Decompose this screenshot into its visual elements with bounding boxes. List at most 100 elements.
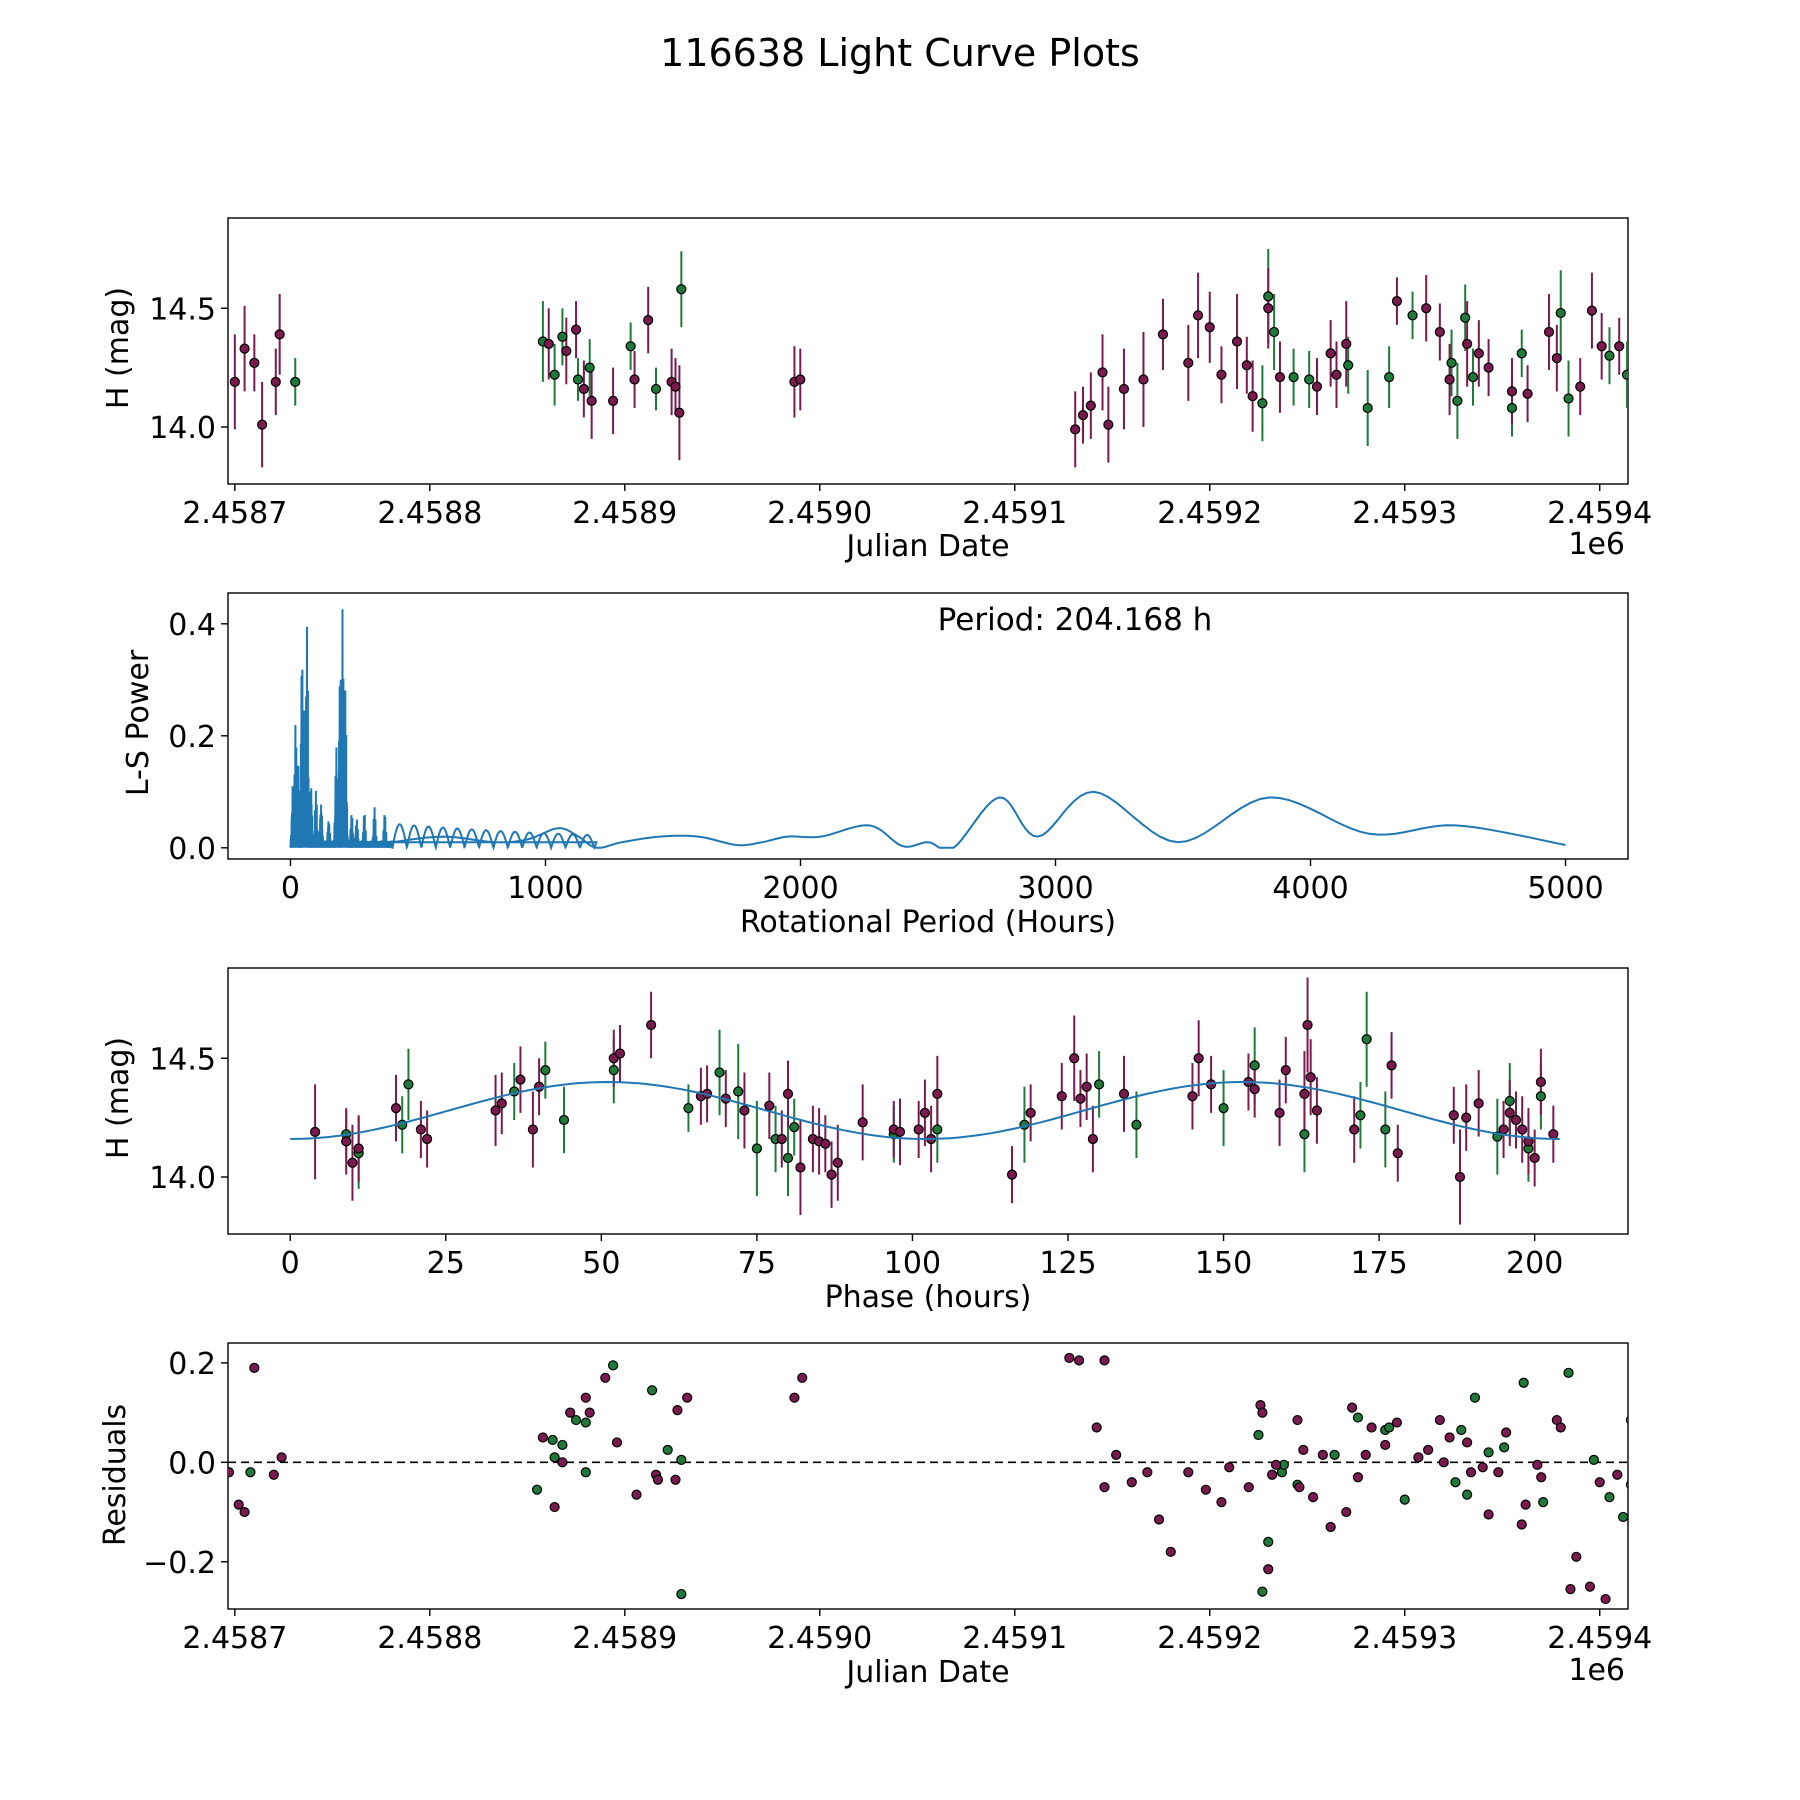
phase-point-filter-green — [782, 1152, 794, 1164]
lc-point-filter-purple — [1444, 374, 1455, 385]
resid-point-filter-purple — [1074, 1355, 1085, 1366]
lc-offset-text: 1e6 — [1568, 527, 1625, 562]
resid-point-filter-purple — [1165, 1546, 1176, 1557]
phase-point-filter-purple — [1299, 1088, 1310, 1099]
resid-point-filter-purple — [1292, 1414, 1303, 1426]
resid-point-filter-green — [1518, 1377, 1529, 1388]
lc-point-filter-green — [584, 362, 595, 373]
lc-point-filter-purple — [1434, 326, 1445, 338]
lc-point-filter-purple — [1097, 367, 1108, 378]
phase-point-filter-green — [1535, 1091, 1546, 1102]
lc-point-filter-green — [549, 369, 560, 380]
resid-xtick-label: 2.4589 — [572, 1621, 677, 1656]
phase-point-filter-purple — [1529, 1152, 1540, 1164]
resid-point-filter-purple — [1477, 1462, 1488, 1473]
resid-ytick-label: 0.0 — [168, 1446, 216, 1481]
phase-point-filter-purple — [1535, 1076, 1546, 1088]
resid-point-filter-green — [1263, 1536, 1274, 1547]
ls-xtick-label: 1000 — [507, 871, 583, 906]
resid-point-filter-green — [1483, 1447, 1494, 1458]
resid-point-filter-green — [531, 1484, 543, 1495]
phase-point-filter-purple — [1311, 1105, 1322, 1116]
resid-point-filter-green — [1384, 1422, 1395, 1433]
resid-point-filter-green — [676, 1454, 687, 1465]
resid-ytick-label: 0.2 — [168, 1347, 216, 1382]
lc-point-filter-green — [557, 331, 568, 342]
lc-point-filter-purple — [1654, 344, 1663, 353]
lc-point-filter-green — [1384, 372, 1395, 383]
resid-point-filter-purple — [276, 1452, 287, 1463]
phase-point-filter-purple — [932, 1088, 943, 1099]
resid-xtick-label: 2.4587 — [182, 1621, 287, 1656]
phase-panel: H (mag) Phase (hours) 0 25 50 75 100 125 150 17… — [101, 967, 1629, 1315]
resid-point-filter-purple — [1434, 1414, 1445, 1426]
phase-point-filter-green — [733, 1086, 744, 1097]
resid-point-filter-purple — [1216, 1497, 1227, 1508]
periodogram-panel: L-S Power Rotational Period (Hours) Peri… — [121, 592, 1629, 940]
lc-point-filter-green — [1269, 326, 1280, 338]
resid-point-filter-purple — [1267, 1469, 1278, 1480]
resid-point-filter-purple — [1391, 1417, 1403, 1428]
lc-point-filter-green — [1446, 357, 1457, 368]
lc-xtick-label: 2.4587 — [182, 496, 287, 531]
lc-point-filter-purple — [1697, 318, 1706, 327]
resid-point-filter-purple — [228, 1467, 235, 1478]
resid-point-filter-green — [580, 1467, 591, 1478]
phase-point-filter-purple — [422, 1133, 433, 1145]
resid-point-filter-purple — [1298, 1444, 1309, 1455]
lc-point-filter-green — [1516, 348, 1527, 359]
lc-point-filter-purple — [1660, 349, 1669, 358]
phase-point-filter-green — [1361, 1034, 1372, 1045]
phase-ylabel: H (mag) — [101, 1037, 136, 1159]
lc-xlabel: Julian Date — [844, 529, 1009, 564]
figure-title: 116638 Light Curve Plots — [660, 31, 1140, 75]
resid-point-filter-green — [1456, 1424, 1467, 1436]
resid-point-filter-purple — [1270, 1459, 1282, 1470]
light-curve-panel: H (mag) Julian Date 1e6 2.4587 2.4588 2.45… — [101, 217, 1741, 564]
lc-point-filter-purple — [229, 376, 240, 387]
resid-point-filter-purple — [1091, 1422, 1102, 1433]
resid-ylabel: Residuals — [98, 1404, 133, 1546]
phase-point-filter-purple — [1498, 1124, 1509, 1135]
phase-point-filter-purple — [776, 1133, 787, 1145]
resid-point-filter-purple — [1111, 1449, 1122, 1460]
resid-point-filter-green — [1538, 1497, 1549, 1508]
lc-point-filter-purple — [1732, 363, 1741, 372]
lc-point-filter-purple — [586, 395, 597, 406]
phase-point-filter-purple — [1075, 1093, 1086, 1104]
lc-point-filter-green — [625, 341, 636, 352]
phase-point-filter-green — [1249, 1060, 1260, 1071]
resid-point-filter-purple — [1064, 1352, 1075, 1364]
phase-xtick-label: 25 — [427, 1246, 465, 1281]
lc-point-filter-purple — [1311, 381, 1323, 392]
lc-point-filter-purple — [607, 395, 619, 406]
lc-ytick-label: 14.0 — [149, 411, 216, 446]
lc-point-filter-purple — [570, 324, 582, 335]
lc-point-filter-green — [1621, 369, 1628, 380]
resid-point-filter-purple — [1263, 1564, 1274, 1575]
resid-point-filter-purple — [1200, 1484, 1211, 1495]
resid-point-filter-purple — [1600, 1593, 1611, 1605]
lc-point-filter-purple — [1118, 383, 1130, 395]
lc-xtick-label: 2.4594 — [1547, 496, 1652, 531]
lc-point-filter-green — [572, 374, 584, 385]
resid-point-filter-green — [557, 1439, 568, 1451]
lc-point-filter-purple — [1718, 347, 1727, 356]
lc-point-filter-green — [1555, 307, 1566, 319]
ls-xtick-label: 5000 — [1527, 871, 1603, 906]
lc-xtick-label: 2.4592 — [1157, 496, 1262, 531]
phase-point-filter-purple — [1517, 1124, 1528, 1135]
resid-point-filter-purple — [1462, 1437, 1473, 1448]
resid-point-filter-purple — [631, 1489, 642, 1500]
resid-point-filter-purple — [1317, 1449, 1328, 1460]
lc-point-filter-purple — [1192, 310, 1204, 321]
resid-point-filter-green — [245, 1467, 256, 1478]
phase-point-filter-purple — [515, 1074, 526, 1085]
lc-point-filter-purple — [249, 357, 260, 368]
lc-point-filter-green — [1407, 310, 1418, 321]
phase-point-filter-purple — [857, 1117, 868, 1128]
lc-xtick-label: 2.4588 — [377, 496, 482, 531]
phase-point-filter-purple — [1025, 1107, 1036, 1118]
lc-point-filter-purple — [1630, 337, 1639, 346]
lc-point-filter-purple — [543, 338, 554, 349]
